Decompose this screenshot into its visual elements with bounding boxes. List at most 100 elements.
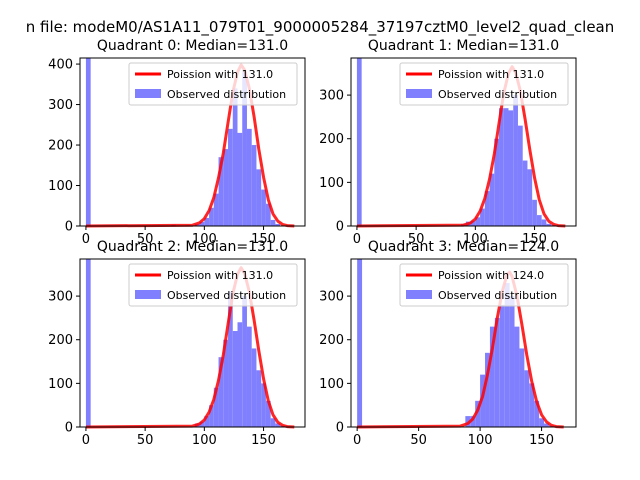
y-tick-label: 100 — [48, 377, 73, 392]
y-tick-label: 400 — [48, 58, 73, 73]
histogram-bar — [504, 283, 510, 427]
y-tick-label: 200 — [48, 333, 73, 348]
legend-histogram-swatch — [135, 290, 161, 299]
histogram-bar — [522, 160, 528, 226]
y-tick-label: 0 — [65, 421, 73, 436]
histogram-bar — [513, 95, 518, 226]
histogram-bar — [544, 423, 549, 427]
histogram-bar — [499, 108, 504, 226]
x-tick-label: 0 — [353, 232, 361, 247]
histogram-bar — [218, 157, 224, 226]
histogram-bar — [275, 223, 281, 226]
histogram-bar — [503, 108, 509, 226]
histogram-bar — [270, 418, 276, 427]
histogram-bar — [261, 189, 266, 226]
legend-box — [399, 62, 569, 106]
y-tick-label: 200 — [319, 132, 344, 147]
histogram-bar — [242, 296, 247, 427]
x-tick-label: 0 — [353, 433, 361, 448]
legend: Poission with 131.0 Observed distribution — [128, 62, 298, 106]
y-tick-label: 0 — [336, 220, 344, 235]
histogram-bar — [519, 348, 525, 427]
legend-box — [399, 263, 569, 307]
histogram-bar — [499, 304, 505, 427]
y-tick-label: 200 — [48, 139, 73, 154]
histogram-bar — [485, 352, 490, 427]
histogram-bar — [251, 145, 257, 226]
quadrant-2-title: Quadrant 2: Median=131.0 — [97, 239, 288, 255]
histogram-bar — [256, 169, 262, 226]
histogram-bar — [470, 416, 476, 427]
x-tick-label: 100 — [468, 433, 493, 448]
x-tick-label: 150 — [522, 232, 547, 247]
x-tick-label: 100 — [463, 232, 488, 247]
histogram-bar — [484, 191, 490, 226]
quadrant-3-plot: Quadrant 3: Median=124.0 0 50 100 150 0 100 200… — [319, 239, 577, 448]
histogram-bar — [475, 217, 481, 226]
legend-box — [128, 62, 298, 106]
histogram-bar — [534, 400, 540, 427]
x-tick-label: 150 — [529, 433, 554, 448]
y-tick-label: 300 — [319, 89, 344, 104]
legend-poisson-label: Poission with 131.0 — [167, 269, 273, 282]
histogram-bar — [270, 219, 276, 226]
x-tick-label: 150 — [251, 433, 276, 448]
y-tick-label: 100 — [48, 179, 73, 194]
histogram-bar — [517, 125, 523, 226]
histogram-bar — [85, 58, 91, 226]
legend-histogram-swatch — [406, 290, 432, 299]
quadrant-1-title: Quadrant 1: Median=131.0 — [368, 38, 559, 54]
histogram-bar — [204, 217, 210, 226]
legend-histogram-label: Observed distribution — [438, 289, 557, 302]
y-tick-label: 200 — [319, 333, 344, 348]
histogram-bar — [494, 138, 500, 226]
histogram-bar — [541, 219, 547, 226]
histogram-bar — [524, 370, 530, 427]
histogram-bar — [246, 326, 252, 427]
histogram-bar — [204, 416, 210, 427]
x-tick-label: 50 — [137, 433, 154, 448]
histogram-bar — [228, 128, 233, 226]
legend: Poission with 131.0 Observed distribution — [128, 263, 298, 307]
histogram-bar — [209, 405, 214, 427]
histogram-bar — [527, 169, 533, 226]
histogram-bar — [357, 259, 363, 427]
histogram-bar — [242, 72, 247, 227]
histogram-bar — [509, 296, 515, 427]
axes-frame — [350, 57, 577, 227]
histogram-bar — [536, 215, 542, 226]
x-tick-label: 0 — [82, 433, 90, 448]
histogram-bar — [489, 326, 495, 427]
legend: Poission with 131.0 Observed distribution — [399, 62, 569, 106]
histogram-bar — [514, 326, 520, 427]
quadrant-1-plot: Quadrant 1: Median=131.0 0 50 100 150 0 100 200… — [319, 38, 577, 247]
histogram-bar — [539, 418, 545, 427]
histogram-bar — [508, 110, 514, 226]
histogram-bar — [532, 199, 537, 226]
x-tick-label: 50 — [137, 232, 154, 247]
quadrant-0-title: Quadrant 0: Median=131.0 — [97, 38, 288, 54]
legend-histogram-label: Observed distribution — [167, 289, 286, 302]
histogram-bar — [494, 317, 500, 427]
legend-poisson-label: Poission with 131.0 — [167, 68, 273, 81]
legend-poisson-label: Poission with 131.0 — [438, 68, 544, 81]
y-tick-label: 0 — [65, 220, 73, 235]
histogram-bar — [213, 193, 219, 226]
quadrant-0-plot: Quadrant 0: Median=131.0 0 50 100 150 0 100 200… — [48, 38, 306, 247]
legend-box — [128, 263, 298, 307]
legend-histogram-label: Observed distribution — [438, 88, 557, 101]
histogram-bar — [213, 387, 219, 427]
histogram-bar — [546, 223, 552, 226]
y-tick-label: 300 — [48, 290, 73, 305]
x-tick-label: 0 — [82, 232, 90, 247]
histogram-bar — [275, 423, 281, 427]
x-tick-label: 150 — [251, 232, 276, 247]
histogram-bar — [237, 132, 243, 226]
histogram-bar — [232, 88, 238, 226]
quadrant-3-title: Quadrant 3: Median=124.0 — [368, 239, 559, 255]
histogram-bar — [470, 220, 476, 226]
axes-frame — [79, 57, 306, 227]
x-tick-label: 50 — [410, 433, 427, 448]
histogram-bar — [228, 291, 233, 427]
